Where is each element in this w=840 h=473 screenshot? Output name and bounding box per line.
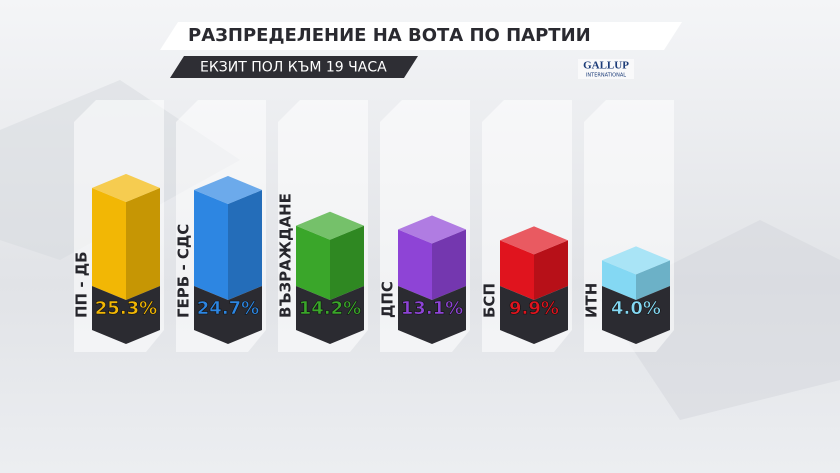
- logo-box: [578, 59, 634, 79]
- bar: [92, 173, 160, 300]
- bar-right-shade: [228, 190, 262, 300]
- value-badge: [296, 286, 364, 344]
- value-badge: [398, 286, 466, 344]
- chart-title: РАЗПРЕДЕЛЕНИЕ НА ВОТА ПО ПАРТИИ: [188, 25, 591, 46]
- category-label: ВЪЗРАЖДАНЕ: [277, 193, 295, 318]
- bar-right-face: [534, 240, 568, 300]
- bar-top-face: [296, 211, 364, 240]
- value-label: 13.1%: [401, 298, 463, 319]
- value-label: 9.9%: [509, 298, 559, 319]
- bar-right-shade: [636, 260, 670, 300]
- value-label: 4.0%: [611, 298, 661, 319]
- value-badge: [194, 286, 262, 344]
- bar-top-face: [602, 246, 670, 275]
- bar-right-shade: [126, 187, 160, 300]
- bar-right-shade: [534, 240, 568, 300]
- bar-right-face: [636, 260, 670, 300]
- category-label: ГЕРБ - СДС: [175, 224, 193, 318]
- value-badge: [92, 286, 160, 344]
- category-label: ПП - ДБ: [73, 251, 91, 318]
- bar-right-shade: [330, 225, 364, 300]
- bar-top-face: [194, 176, 262, 205]
- value-badge: [500, 286, 568, 344]
- value-badge: [602, 286, 670, 344]
- category-label: БСП: [481, 283, 499, 318]
- bar-top-light: [194, 176, 262, 205]
- bar-top-light: [92, 173, 160, 202]
- subtitle-box: [170, 56, 418, 78]
- value-label: 14.2%: [299, 298, 361, 319]
- bar-left-face: [296, 225, 330, 300]
- bar-left-face: [398, 229, 432, 300]
- source-logo-sub: INTERNATIONAL: [586, 73, 626, 79]
- category-label: ДПС: [379, 281, 397, 318]
- title-box: [160, 22, 682, 50]
- source-logo: GALLUP: [583, 60, 629, 72]
- bar-top-light: [296, 211, 364, 240]
- bar-top-light: [500, 226, 568, 255]
- bar-top-light: [398, 215, 466, 244]
- bar: [602, 246, 670, 300]
- bar-top-light: [602, 246, 670, 275]
- category-label: ИТН: [583, 283, 601, 318]
- bar-right-face: [126, 187, 160, 300]
- bar: [398, 215, 466, 300]
- bar-left-face: [194, 190, 228, 300]
- bar: [296, 211, 364, 300]
- bar-right-face: [228, 190, 262, 300]
- bar-top-face: [92, 173, 160, 202]
- bar-left-face: [92, 187, 126, 300]
- bar-right-face: [330, 225, 364, 300]
- bar-left-face: [602, 260, 636, 300]
- bar-left-face: [500, 240, 534, 300]
- value-label: 25.3%: [95, 298, 157, 319]
- bar-top-face: [398, 215, 466, 244]
- bar-top-face: [500, 226, 568, 255]
- bar-right-shade: [432, 229, 466, 300]
- chart-subtitle: ЕКЗИТ ПОЛ КЪМ 19 ЧАСА: [200, 60, 387, 76]
- value-label: 24.7%: [197, 298, 259, 319]
- bar: [500, 226, 568, 300]
- bar-right-face: [432, 229, 466, 300]
- bar: [194, 176, 262, 300]
